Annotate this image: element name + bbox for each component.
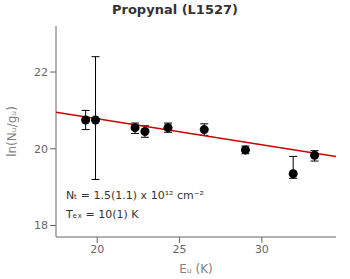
svg-text:18: 18 — [34, 219, 48, 232]
svg-text:Eᵤ (K): Eᵤ (K) — [179, 262, 213, 276]
svg-text:22: 22 — [34, 66, 48, 79]
svg-text:25: 25 — [173, 243, 187, 256]
svg-text:Tₑₓ = 10(1) K: Tₑₓ = 10(1) K — [65, 208, 139, 221]
svg-text:ln(Nᵤ/gᵤ): ln(Nᵤ/gᵤ) — [8, 106, 19, 157]
svg-text:20: 20 — [34, 143, 48, 156]
html-text:Propynal (L1527): Propynal (L1527) — [112, 2, 238, 17]
svg-text:Nₜ = 1.5(1.1) x 10¹² cm⁻²: Nₜ = 1.5(1.1) x 10¹² cm⁻² — [66, 189, 204, 202]
svg-text:30: 30 — [255, 243, 269, 256]
svg-text:20: 20 — [90, 243, 104, 256]
